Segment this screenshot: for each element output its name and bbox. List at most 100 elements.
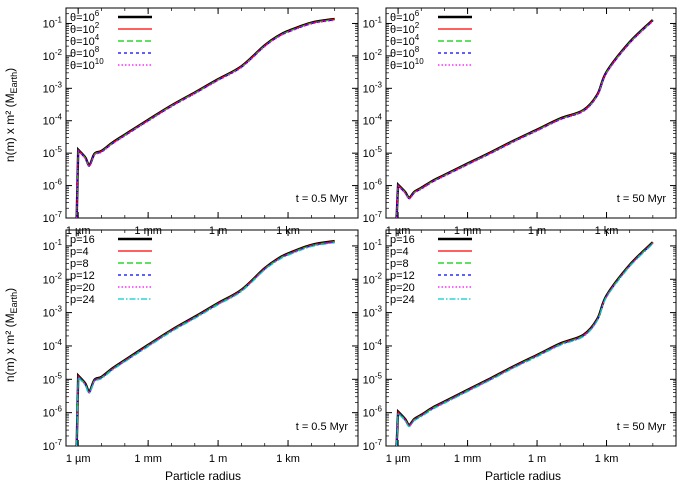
y-tick-label: 10-1 xyxy=(43,238,63,253)
legend-label: p=20 xyxy=(70,282,95,294)
chart-panel-bottom-right: 10-7 10-6 10-5 10-4 10-3 10-2 10-1 1 µm 1 mm 1 m 1… xyxy=(363,229,677,465)
x-tick-label: 1 µm xyxy=(66,453,91,465)
panels: 10-7 10-6 10-5 10-4 10-3 10-2 10-1 1 µm 1 mm 1 m 1… xyxy=(43,7,677,465)
series-line-2 xyxy=(76,19,335,219)
legend-label: θ=106 xyxy=(390,9,420,24)
legend-label: p=8 xyxy=(70,258,89,270)
legend-label: θ=102 xyxy=(70,21,100,36)
y-tick-label: 10-1 xyxy=(363,238,383,253)
chart-panel-bottom-left: 10-7 10-6 10-5 10-4 10-3 10-2 10-1 1 µm 1 mm 1 m 1… xyxy=(43,229,359,465)
series-line-1 xyxy=(76,18,335,219)
legend-label: p=16 xyxy=(70,234,95,246)
y-tick-label: 10-6 xyxy=(43,405,63,420)
legend-label: θ=1010 xyxy=(390,57,424,72)
legend-label: p=4 xyxy=(70,246,89,258)
legend-label: θ=1010 xyxy=(70,57,104,72)
y-tick-label: 10-6 xyxy=(43,178,63,193)
x-tick-label: 1 µm xyxy=(386,453,411,465)
legend-label: p=16 xyxy=(390,234,415,246)
series-line-0 xyxy=(395,19,654,219)
series-line-4 xyxy=(76,241,335,447)
x-tick-label: 1 mm xyxy=(134,453,162,465)
legend-label: θ=104 xyxy=(390,33,420,48)
y-axis-label-close: ) xyxy=(3,288,17,292)
plot-frame xyxy=(65,7,359,219)
time-annotation: t = 0.5 Myr xyxy=(296,193,349,205)
legend-label: θ=106 xyxy=(70,9,100,24)
y-axis-label-main: n(m) x m² (M xyxy=(3,313,17,382)
series-line-3 xyxy=(76,19,335,219)
x-axis-label-right: Particle radius xyxy=(485,469,561,483)
series-line-2 xyxy=(396,242,654,447)
y-tick-label: 10-3 xyxy=(363,80,383,95)
y-tick-label: 10-2 xyxy=(363,271,383,286)
x-tick-label: 1 m xyxy=(528,453,546,465)
legend-label: p=12 xyxy=(390,270,415,282)
legend-label: p=4 xyxy=(390,246,409,258)
y-axis-label-sub: Earth xyxy=(9,72,19,94)
legend-label: p=12 xyxy=(70,270,95,282)
y-tick-label: 10-7 xyxy=(43,438,63,453)
y-tick-label: 10-7 xyxy=(363,438,383,453)
y-axis-label-main: n(m) x m² (M xyxy=(3,93,17,162)
x-tick-label: 1 m xyxy=(209,453,227,465)
y-tick-label: 10-2 xyxy=(43,271,63,286)
y-tick-label: 10-3 xyxy=(363,305,383,320)
y-tick-label: 10-7 xyxy=(43,210,63,225)
y-tick-label: 10-2 xyxy=(363,48,383,63)
y-tick-label: 10-6 xyxy=(363,178,383,193)
legend-label: p=24 xyxy=(70,294,95,306)
time-annotation: t = 50 Myr xyxy=(617,421,667,433)
series-line-2 xyxy=(76,241,335,447)
y-tick-label: 10-3 xyxy=(43,80,63,95)
y-tick-label: 10-5 xyxy=(43,371,63,386)
series-line-3 xyxy=(76,241,335,447)
y-tick-label: 10-5 xyxy=(363,371,383,386)
legend-label: θ=108 xyxy=(390,45,420,60)
x-tick-label: 1 km xyxy=(595,453,619,465)
y-tick-label: 10-3 xyxy=(43,305,63,320)
series-line-3 xyxy=(396,20,654,219)
y-tick-label: 10-4 xyxy=(43,338,63,353)
plot-frame xyxy=(385,7,677,219)
y-tick-label: 10-1 xyxy=(43,15,63,30)
series-line-5 xyxy=(76,242,335,447)
time-annotation: t = 0.5 Myr xyxy=(296,421,349,433)
y-axis-label-close: ) xyxy=(3,68,17,72)
series-line-1 xyxy=(396,19,654,219)
plot-frame xyxy=(65,229,359,447)
x-tick-label: 1 km xyxy=(276,453,300,465)
legend-label: p=8 xyxy=(390,258,409,270)
series-line-2 xyxy=(396,20,654,219)
time-annotation: t = 50 Myr xyxy=(617,193,667,205)
y-axis-label-sub: Earth xyxy=(9,292,19,314)
series-line-1 xyxy=(76,240,335,447)
y-tick-label: 10-4 xyxy=(363,113,383,128)
x-axis-label-left: Particle radius xyxy=(165,469,241,483)
series-line-5 xyxy=(396,243,654,447)
y-tick-label: 10-4 xyxy=(43,113,63,128)
y-tick-label: 10-7 xyxy=(363,210,383,225)
y-tick-label: 10-5 xyxy=(363,145,383,160)
series-line-3 xyxy=(396,242,654,447)
legend-label: p=20 xyxy=(390,282,415,294)
y-axis-label-bottom: n(m) x m² (MEarth) xyxy=(3,288,19,382)
y-tick-label: 10-1 xyxy=(363,15,383,30)
legend-label: θ=102 xyxy=(390,21,420,36)
series-line-1 xyxy=(396,242,654,447)
x-tick-label: 1 mm xyxy=(454,453,482,465)
y-axis-label-top: n(m) x m² (MEarth) xyxy=(3,68,19,162)
series-line-4 xyxy=(76,19,335,219)
legend-label: θ=108 xyxy=(70,45,100,60)
y-tick-label: 10-4 xyxy=(363,338,383,353)
series-line-4 xyxy=(396,243,654,447)
series-line-4 xyxy=(396,20,654,219)
series-line-0 xyxy=(395,241,654,447)
y-tick-label: 10-6 xyxy=(363,405,383,420)
legend-label: p=24 xyxy=(390,294,415,306)
y-tick-label: 10-5 xyxy=(43,145,63,160)
series-line-0 xyxy=(75,17,335,219)
